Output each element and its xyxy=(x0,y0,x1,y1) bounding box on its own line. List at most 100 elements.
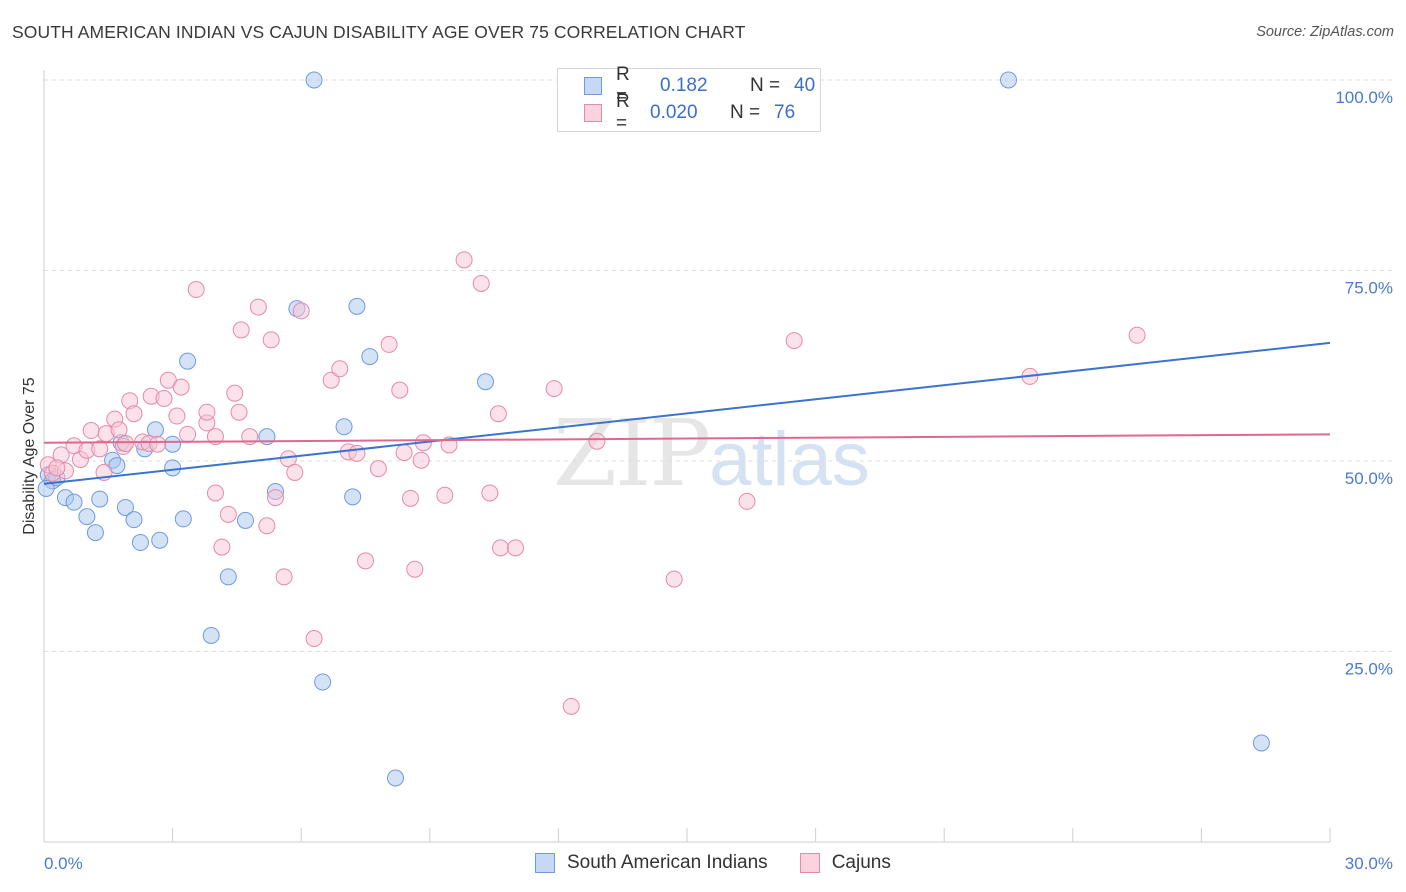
point-cajuns xyxy=(275,568,293,586)
point-cajuns xyxy=(402,489,420,507)
point-south-american-indians xyxy=(164,435,182,453)
correlation-legend: R = 0.182 N = 40 R = 0.020 N = 76 xyxy=(557,64,821,134)
legend-item-cajuns[interactable]: Cajuns xyxy=(799,852,891,874)
point-south-american-indians xyxy=(361,348,379,366)
point-cajuns xyxy=(110,421,128,439)
point-cajuns xyxy=(198,403,216,421)
point-south-american-indians xyxy=(179,352,197,370)
point-cajuns xyxy=(155,390,173,408)
point-south-american-indians xyxy=(116,498,134,516)
point-cajuns xyxy=(232,321,250,339)
point-south-american-indians xyxy=(164,459,182,477)
point-cajuns xyxy=(785,332,803,350)
point-south-american-indians xyxy=(348,297,366,315)
point-cajuns xyxy=(226,384,244,402)
point-cajuns xyxy=(48,459,66,477)
watermark-atlas: atlas xyxy=(709,417,870,502)
y-tick-labels: 25.0% 50.0% 75.0% 100.0% xyxy=(1335,88,1393,679)
point-cajuns xyxy=(545,380,563,398)
y-tick-label: 50.0% xyxy=(1345,469,1393,488)
y-axis-label: Disability Age Over 75 xyxy=(21,377,38,535)
point-cajuns xyxy=(213,538,231,556)
point-cajuns xyxy=(266,489,284,507)
y-tick-label: 25.0% xyxy=(1345,660,1393,679)
point-south-american-indians xyxy=(125,511,143,529)
point-cajuns xyxy=(369,460,387,478)
point-south-american-indians xyxy=(174,510,192,528)
point-cajuns xyxy=(187,281,205,299)
trend-line-cajuns xyxy=(43,433,1331,444)
legend-swatch-blue xyxy=(535,853,555,873)
legend-label: South American Indians xyxy=(567,852,768,873)
trend-lines xyxy=(43,341,1331,485)
chart-title: SOUTH AMERICAN INDIAN VS CAJUN DISABILIT… xyxy=(12,22,746,42)
point-cajuns xyxy=(286,463,304,481)
point-cajuns xyxy=(507,539,525,557)
point-south-american-indians xyxy=(219,568,237,586)
point-cajuns xyxy=(412,451,430,469)
point-cajuns xyxy=(230,403,248,421)
point-cajuns xyxy=(562,697,580,715)
source-credit: Source: ZipAtlas.com xyxy=(1256,24,1394,40)
point-cajuns xyxy=(588,432,606,450)
point-cajuns xyxy=(125,405,143,423)
trend-line-south-american-indians xyxy=(43,341,1331,485)
n-label: N = xyxy=(750,75,781,96)
point-cajuns xyxy=(292,302,310,320)
point-cajuns xyxy=(395,444,413,462)
point-cajuns xyxy=(149,435,167,453)
legend-row-cajuns: R = 0.020 N = 76 xyxy=(584,91,796,134)
point-cajuns xyxy=(481,484,499,502)
point-south-american-indians xyxy=(86,524,104,542)
point-cajuns xyxy=(489,405,507,423)
n-label: N = xyxy=(730,102,761,123)
point-cajuns xyxy=(492,539,510,557)
point-cajuns xyxy=(738,492,756,510)
point-cajuns xyxy=(179,425,197,443)
legend-row-south-american-indians: R = 0.182 N = 40 xyxy=(584,64,816,107)
point-cajuns xyxy=(116,434,134,452)
x-tick-label: 30.0% xyxy=(1345,854,1393,873)
point-south-american-indians xyxy=(1252,734,1270,752)
legend-label: Cajuns xyxy=(831,852,891,873)
r-value: 0.182 xyxy=(660,75,708,96)
point-cajuns xyxy=(391,381,409,399)
grid-lines xyxy=(44,79,1392,652)
point-south-american-indians xyxy=(344,488,362,506)
y-tick-label: 100.0% xyxy=(1335,88,1393,107)
point-cajuns xyxy=(331,360,349,378)
y-tick-label: 75.0% xyxy=(1345,279,1393,298)
point-cajuns xyxy=(305,630,323,648)
legend-item-south-american-indians[interactable]: South American Indians xyxy=(535,852,768,874)
n-value: 76 xyxy=(774,102,796,123)
point-cajuns xyxy=(380,335,398,353)
point-cajuns xyxy=(219,505,237,523)
point-cajuns xyxy=(91,440,109,458)
point-cajuns xyxy=(436,486,454,504)
point-south-american-indians xyxy=(202,626,220,644)
point-cajuns xyxy=(665,570,683,588)
point-cajuns xyxy=(357,552,374,570)
point-south-american-indians xyxy=(91,490,109,508)
point-cajuns xyxy=(82,422,100,440)
point-cajuns xyxy=(262,331,280,349)
axes xyxy=(43,70,1331,843)
series-legend: South American Indians Cajuns xyxy=(535,852,923,874)
point-south-american-indians xyxy=(314,673,332,691)
n-value: 40 xyxy=(794,75,816,96)
point-south-american-indians xyxy=(236,511,254,529)
r-label: R = xyxy=(616,64,630,107)
point-south-american-indians xyxy=(477,373,495,391)
watermark: ZIPatlas xyxy=(553,400,870,507)
point-cajuns xyxy=(348,444,366,462)
point-south-american-indians xyxy=(1000,71,1017,89)
point-cajuns xyxy=(322,371,340,389)
legend-swatch-pink xyxy=(799,853,820,873)
point-cajuns xyxy=(172,378,190,396)
x-tick-labels: 0.0% 30.0% xyxy=(44,854,1393,873)
legend-swatch-blue xyxy=(584,77,602,95)
point-cajuns xyxy=(1128,326,1146,344)
point-south-american-indians xyxy=(65,493,83,511)
point-south-american-indians xyxy=(131,534,149,552)
